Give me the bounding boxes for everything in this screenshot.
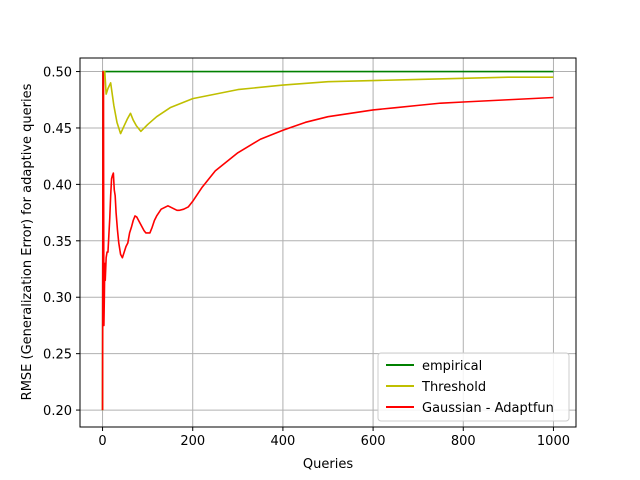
y-tick-label: 0.45 [43, 122, 72, 137]
x-tick-label: 800 [451, 434, 476, 449]
legend: empirical Threshold Gaussian - Adaptfun [377, 352, 570, 422]
y-tick-label: 0.30 [43, 291, 72, 306]
axis-ticks: 0 200 400 600 800 1000 0.20 0.25 0.30 0.35 0.40 0.4… [43, 66, 570, 449]
legend-label-gaussian-adaptfun: Gaussian - Adaptfun [422, 401, 554, 416]
x-tick-label: 600 [361, 434, 386, 449]
legend-label-empirical: empirical [422, 359, 482, 374]
series-lines [101, 70, 554, 411]
legend-label-threshold: Threshold [421, 380, 486, 395]
plot-frame [79, 57, 577, 428]
x-tick-label: 0 [98, 434, 106, 449]
series-line-gaussian-adaptfun [101, 70, 554, 411]
x-tick-label: 1000 [537, 434, 570, 449]
y-tick-label: 0.25 [43, 348, 72, 363]
x-axis-label: Queries [303, 457, 353, 472]
y-tick-label: 0.20 [43, 404, 72, 419]
x-tick-label: 400 [270, 434, 295, 449]
y-tick-label: 0.35 [43, 235, 72, 250]
x-tick-label: 200 [180, 434, 205, 449]
y-tick-label: 0.40 [43, 178, 72, 193]
series-line-threshold [101, 70, 554, 411]
grid-lines [80, 58, 576, 427]
y-tick-label: 0.50 [43, 66, 72, 81]
legend-box [377, 352, 570, 422]
y-axis-label: RMSE (Generalization Error) for adaptive… [20, 83, 35, 400]
